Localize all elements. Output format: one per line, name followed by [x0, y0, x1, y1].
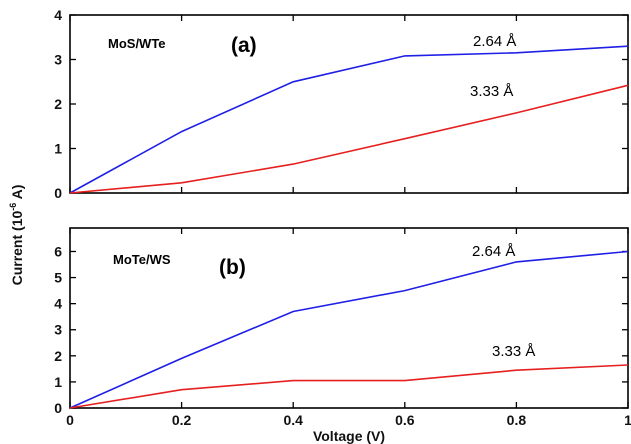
panel-b-ytick-label: 1	[54, 374, 62, 390]
panel-b-ytick-label: 2	[54, 348, 62, 364]
panel-b: (b) MoTe/WS 2.64 Å 3.33 Å 0 1 2 3 4 5 6 0 0.2 0.4…	[54, 227, 631, 428]
panel-b-ytick-label: 6	[54, 243, 62, 259]
panel-b-ytick-label: 3	[54, 322, 62, 338]
panel-a-series-blue-line	[69, 45, 629, 194]
y-axis-title: Current (10-6 A)	[8, 185, 25, 286]
x-tick-label: 0.2	[172, 412, 192, 428]
panel-b-label: (b)	[219, 256, 246, 279]
panel-a-ytick-label: 3	[54, 52, 62, 68]
panel-a: (a) MoS/WTe 2.64 Å 3.33 Å 0 1 2 3 4	[54, 7, 629, 201]
x-tick-label: 0	[66, 412, 74, 428]
panel-a-series-red-line	[69, 84, 629, 194]
panel-b-system-label: MoTe/WS	[113, 252, 171, 267]
panel-a-system-label: MoS/WTe	[108, 36, 166, 51]
panel-a-ytick-label: 1	[54, 141, 62, 157]
panel-a-ytick-label: 0	[54, 185, 62, 201]
panel-b-series-blue-line	[69, 250, 629, 409]
panel-b-series-red-label: 3.33 Å	[492, 343, 535, 360]
panel-a-series-blue-label: 2.64 Å	[473, 33, 516, 50]
panel-b-ytick-label: 5	[54, 270, 62, 286]
panel-a-label: (a)	[231, 34, 257, 57]
panel-b-frame	[69, 227, 629, 409]
panel-a-ytick-label: 2	[54, 96, 62, 112]
panel-a-series-red-label: 3.33 Å	[470, 83, 513, 100]
x-tick-label: 0.6	[395, 412, 415, 428]
panel-b-ytick-label: 0	[54, 400, 62, 416]
x-tick-label: 0.8	[507, 412, 527, 428]
x-tick-label: 1	[624, 412, 631, 428]
x-axis-title: Voltage (V)	[313, 428, 385, 444]
panel-a-ytick-label: 4	[54, 7, 62, 23]
panel-b-series-red-line	[69, 364, 629, 409]
panel-b-series-blue-label: 2.64 Å	[472, 243, 515, 260]
panel-b-ytick-label: 4	[54, 296, 62, 312]
x-tick-label: 0.4	[283, 412, 303, 428]
